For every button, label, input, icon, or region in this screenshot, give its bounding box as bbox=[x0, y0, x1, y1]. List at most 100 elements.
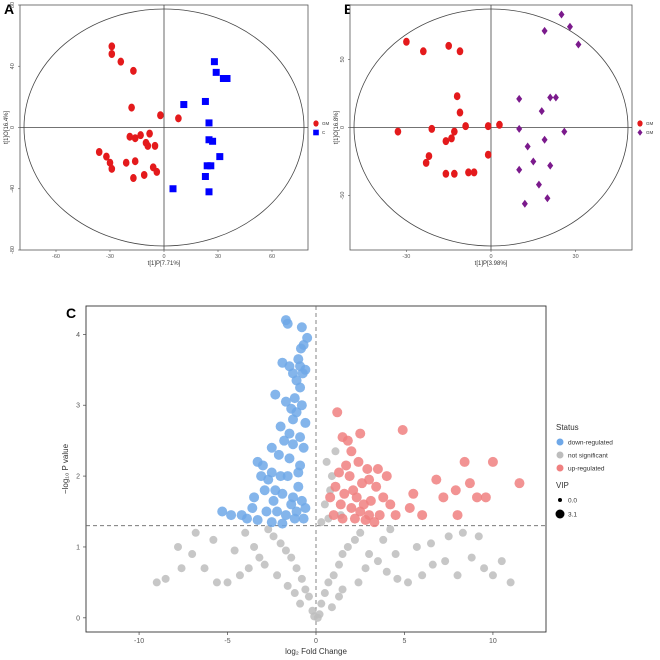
legend-key bbox=[556, 464, 564, 472]
data-point bbox=[338, 550, 347, 559]
data-point bbox=[327, 603, 336, 612]
legend-key bbox=[556, 438, 564, 446]
data-point bbox=[108, 164, 116, 173]
data-point bbox=[205, 119, 213, 127]
data-point bbox=[322, 457, 331, 466]
data-point bbox=[412, 542, 421, 551]
data-point bbox=[317, 518, 326, 527]
data-point bbox=[296, 322, 307, 333]
data-point bbox=[252, 515, 263, 526]
data-point bbox=[261, 506, 272, 517]
data-point bbox=[351, 492, 362, 503]
data-point bbox=[444, 532, 453, 541]
data-point bbox=[180, 101, 188, 109]
data-point bbox=[441, 557, 450, 566]
data-point bbox=[152, 578, 161, 587]
data-point bbox=[332, 407, 343, 418]
data-point bbox=[385, 499, 396, 510]
data-point bbox=[209, 535, 218, 544]
data-point bbox=[456, 108, 464, 117]
data-point bbox=[268, 495, 279, 506]
data-point bbox=[169, 185, 177, 193]
data-point bbox=[280, 510, 291, 521]
data-point bbox=[541, 26, 548, 35]
data-point bbox=[362, 464, 373, 474]
data-point bbox=[205, 136, 213, 144]
legend-label: C bbox=[322, 130, 326, 135]
legend-key bbox=[637, 129, 643, 136]
data-point bbox=[349, 513, 360, 524]
x-tick-label: -5 bbox=[224, 638, 230, 645]
data-point bbox=[282, 471, 293, 482]
data-point bbox=[372, 464, 383, 474]
data-point bbox=[335, 499, 346, 510]
data-point bbox=[126, 132, 134, 141]
data-point bbox=[146, 129, 153, 138]
data-point bbox=[496, 120, 503, 129]
data-point bbox=[230, 546, 239, 555]
data-point bbox=[484, 122, 492, 131]
x-tick-label: 0 bbox=[314, 638, 318, 645]
x-tick-label: 30 bbox=[573, 254, 579, 260]
data-point bbox=[552, 93, 559, 102]
data-point bbox=[283, 581, 292, 590]
data-point bbox=[264, 525, 273, 534]
data-point bbox=[547, 93, 554, 102]
data-point bbox=[328, 510, 339, 521]
panel-letter-b: B bbox=[344, 1, 354, 17]
data-point bbox=[280, 396, 291, 407]
data-point bbox=[442, 137, 450, 146]
data-point bbox=[329, 571, 338, 580]
data-point bbox=[530, 157, 537, 166]
data-point bbox=[451, 127, 458, 136]
data-point bbox=[292, 564, 301, 573]
data-point bbox=[175, 114, 182, 123]
data-point bbox=[381, 471, 392, 482]
data-point bbox=[514, 478, 525, 489]
data-point bbox=[497, 557, 506, 566]
data-point bbox=[200, 564, 209, 573]
data-point bbox=[487, 456, 498, 467]
data-point bbox=[354, 578, 363, 587]
data-point bbox=[277, 488, 288, 499]
y-tick-label: 0 bbox=[76, 615, 80, 622]
legend-label: down-regulated bbox=[568, 439, 613, 446]
data-point bbox=[295, 432, 306, 443]
data-point bbox=[266, 442, 277, 453]
legend-label: GM bbox=[646, 121, 654, 126]
data-point bbox=[428, 560, 437, 569]
data-point bbox=[297, 368, 308, 379]
data-point bbox=[223, 75, 231, 82]
data-point bbox=[420, 47, 427, 56]
data-point bbox=[374, 510, 385, 521]
data-point bbox=[226, 510, 237, 521]
data-point bbox=[320, 500, 329, 509]
x-tick-label: 0 bbox=[162, 254, 165, 260]
data-point bbox=[361, 564, 370, 573]
data-point bbox=[480, 564, 489, 573]
data-point bbox=[484, 150, 492, 159]
data-point bbox=[260, 560, 269, 569]
data-point bbox=[357, 478, 367, 489]
data-point bbox=[506, 578, 515, 587]
data-point bbox=[219, 75, 227, 82]
data-point bbox=[293, 481, 304, 492]
data-point bbox=[210, 58, 218, 66]
data-point bbox=[320, 589, 329, 598]
legend-vip-title: VIP bbox=[556, 481, 569, 490]
data-point bbox=[275, 471, 286, 482]
y-axis-label: t[1]O[16.8%] bbox=[334, 110, 340, 144]
data-point bbox=[346, 502, 357, 513]
data-point bbox=[334, 467, 344, 478]
data-point bbox=[355, 506, 366, 517]
data-point bbox=[284, 453, 295, 464]
data-point bbox=[422, 158, 430, 167]
data-point bbox=[337, 513, 348, 524]
data-point bbox=[277, 518, 288, 529]
data-point bbox=[217, 506, 228, 517]
data-point bbox=[330, 481, 341, 492]
data-point bbox=[558, 10, 565, 19]
data-point bbox=[356, 528, 365, 537]
data-point bbox=[480, 492, 491, 503]
